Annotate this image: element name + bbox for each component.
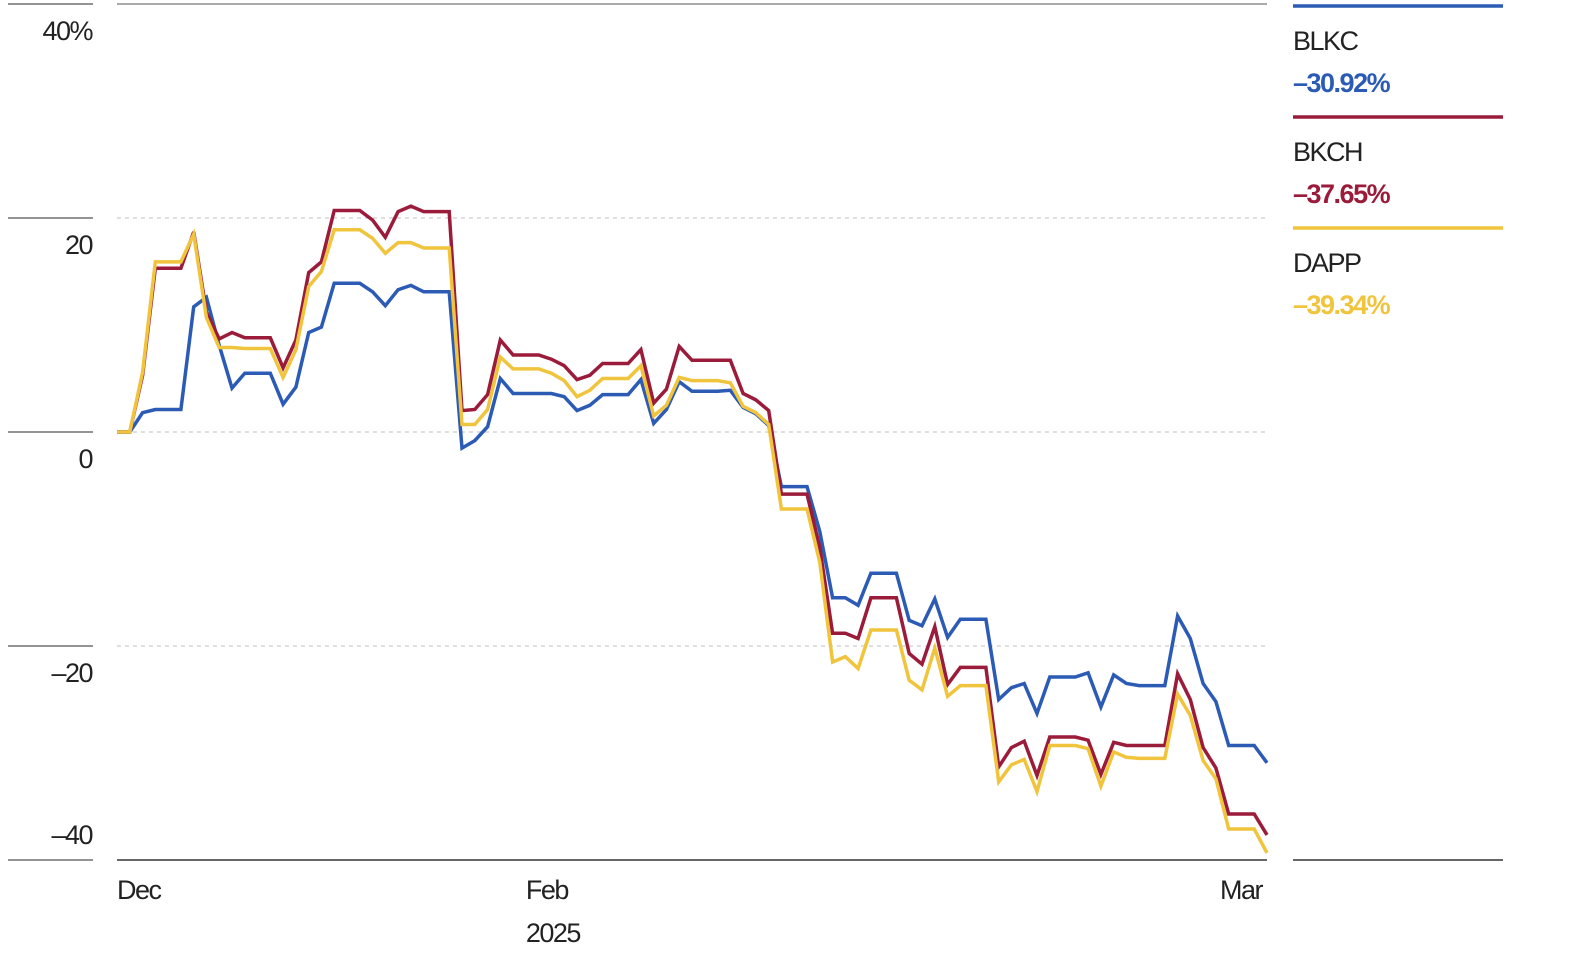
series-line — [117, 281, 1269, 764]
legend-name: BLKC — [1293, 26, 1359, 56]
legend-value: –39.34% — [1293, 290, 1391, 320]
y-tick-label: –40 — [51, 820, 92, 850]
legend-name: DAPP — [1293, 248, 1361, 278]
y-tick-label: 40% — [42, 16, 93, 46]
series-line — [117, 204, 1269, 836]
y-tick-label: 20 — [65, 230, 93, 260]
x-tick-label: Mar — [1220, 875, 1264, 905]
y-tick-label: –20 — [51, 658, 92, 688]
x-tick-label: Dec — [117, 875, 162, 905]
legend-name: BKCH — [1293, 137, 1362, 167]
series-line — [117, 228, 1269, 854]
legend-value: –37.65% — [1293, 179, 1391, 209]
y-tick-label: 0 — [78, 444, 92, 474]
x-year-label: 2025 — [526, 918, 581, 948]
x-tick-label: Feb — [526, 875, 569, 905]
legend-value: –30.92% — [1293, 68, 1391, 98]
